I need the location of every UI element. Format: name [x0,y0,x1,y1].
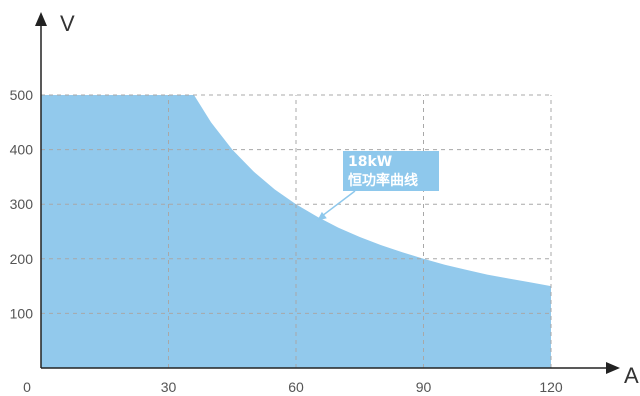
x-tick-label: 90 [416,379,432,395]
grid [41,94,552,368]
y-tick-label: 300 [10,196,34,212]
y-tick-label: 400 [10,142,34,158]
x-tick-label: 30 [161,379,177,395]
x-tick-label: 120 [539,379,563,395]
annotation-line-1: 18kW [348,154,392,170]
annotation-box [343,151,439,191]
y-tick-label: 200 [10,251,34,267]
x-tick-labels: 0 30 60 90 120 [23,379,563,395]
x-tick-label: 60 [288,379,304,395]
y-axis-arrow-icon [35,12,47,26]
y-axis-label: V [60,11,75,36]
x-axis-arrow-icon [606,362,620,374]
annotation-arrowhead-icon [317,211,327,221]
x-axis-label: A [624,363,639,388]
annotation-arrow [320,190,356,218]
x-tick-label: 0 [23,379,31,395]
annotation-line-2: 恒功率曲线 [348,172,418,189]
annotation: 18kW 恒功率曲线 [317,151,439,221]
y-tick-label: 500 [10,87,34,103]
y-tick-labels: 100 200 300 400 500 [10,87,34,321]
y-tick-label: 100 [10,305,34,321]
